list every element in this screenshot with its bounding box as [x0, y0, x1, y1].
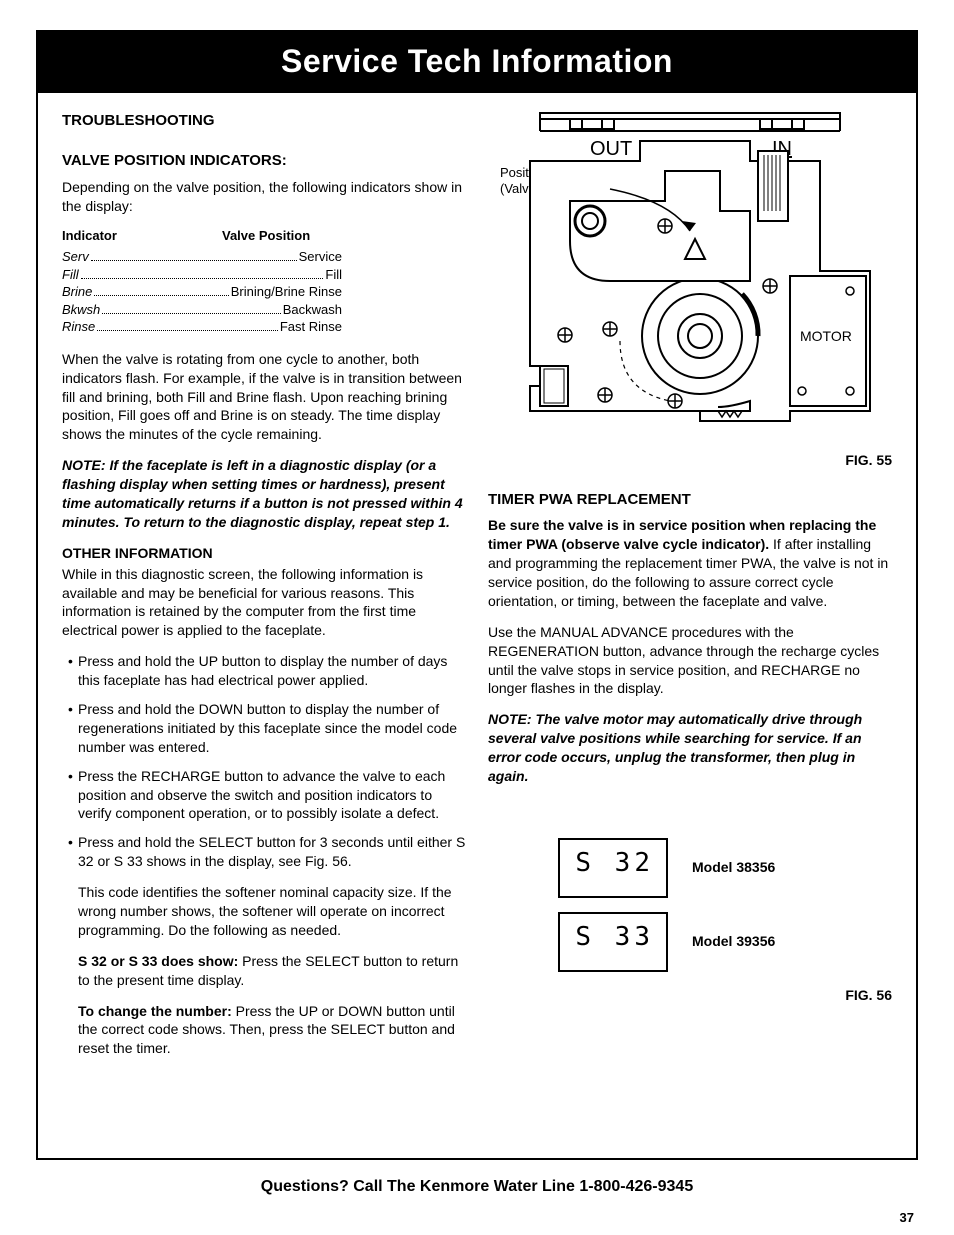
list-item: Press and hold the SELECT button for 3 s… [68, 833, 466, 871]
position-label: Service [299, 248, 342, 266]
model-label: Model 38356 [692, 858, 775, 877]
leader-dots [94, 284, 228, 296]
valve-intro: Depending on the valve position, the fol… [62, 178, 466, 216]
out-label-text: OUT [590, 138, 632, 160]
leader-dots [97, 320, 278, 332]
indicator-label: Brine [62, 283, 92, 301]
model-label: Model 39356 [692, 932, 775, 951]
indicator-label: Serv [62, 248, 89, 266]
code-paragraph: This code identifies the softener nomina… [78, 883, 466, 940]
other-info-intro: While in this diagnostic screen, the fol… [62, 565, 466, 641]
lcd-code: S 33 [575, 922, 654, 952]
table-head-position: Valve Position [222, 227, 310, 245]
show-code-paragraph: S 32 or S 33 does show: Press the SELECT… [78, 952, 466, 990]
table-row: Fill Fill [62, 266, 342, 284]
troubleshooting-heading: TROUBLESHOOTING [62, 111, 466, 131]
left-column: TROUBLESHOOTING VALVE POSITION INDICATOR… [62, 111, 466, 1070]
table-row: Bkwsh Backwash [62, 301, 342, 319]
note-valve-motor: NOTE: The valve motor may automatically … [488, 710, 892, 786]
lcd-display: S 32 [558, 838, 668, 898]
indicator-label: Bkwsh [62, 301, 100, 319]
cycle-paragraph: When the valve is rotating from one cycl… [62, 350, 466, 444]
valve-diagram-svg: OUT IN Position markers (Valve in servic… [488, 111, 892, 441]
leader-dots [81, 267, 324, 279]
fig56-caption: FIG. 56 [488, 986, 892, 1005]
position-label: Backwash [283, 301, 342, 319]
list-item: Press the RECHARGE button to advance the… [68, 767, 466, 824]
show-lead: S 32 or S 33 does show: [78, 953, 238, 969]
position-label: Fill [325, 266, 342, 284]
list-item: Press and hold the DOWN button to displa… [68, 700, 466, 757]
table-row: Brine Brining/Brine Rinse [62, 283, 342, 301]
position-label: Fast Rinse [280, 318, 342, 336]
lcd-code: S 32 [575, 848, 654, 878]
bullet-list: Press and hold the UP button to display … [62, 652, 466, 871]
leader-dots [102, 302, 280, 314]
indicator-label: Fill [62, 266, 79, 284]
timer-para2: Use the MANUAL ADVANCE procedures with t… [488, 623, 892, 699]
change-number-paragraph: To change the number: Press the UP or DO… [78, 1002, 466, 1059]
figure-55: OUT IN Position markers (Valve in servic… [488, 111, 892, 441]
timer-para1: Be sure the valve is in service position… [488, 516, 892, 610]
valve-heading: VALVE POSITION INDICATORS: [62, 151, 466, 171]
footer-text: Questions? Call The Kenmore Water Line 1… [36, 1176, 918, 1198]
note-diagnostic: NOTE: If the faceplate is left in a diag… [62, 456, 466, 532]
table-row: Serv Service [62, 248, 342, 266]
display-row-2: S 33 Model 39356 [558, 912, 892, 972]
indicator-label: Rinse [62, 318, 95, 336]
table-row: Rinse Fast Rinse [62, 318, 342, 336]
banner-title: Service Tech Information [38, 32, 916, 93]
display-row-1: S 32 Model 38356 [558, 838, 892, 898]
motor-label-text: MOTOR [800, 328, 852, 344]
indicator-table: Indicator Valve Position Serv Service Fi… [62, 227, 466, 335]
table-head-indicator: Indicator [62, 227, 222, 245]
other-info-heading: OTHER INFORMATION [62, 544, 466, 563]
position-label: Brining/Brine Rinse [231, 283, 342, 301]
leader-dots [91, 249, 297, 261]
lcd-display: S 33 [558, 912, 668, 972]
change-lead: To change the number: [78, 1003, 232, 1019]
list-item: Press and hold the UP button to display … [68, 652, 466, 690]
page-frame: Service Tech Information TROUBLESHOOTING… [36, 30, 918, 1160]
fig55-caption: FIG. 55 [488, 451, 892, 470]
page-number: 37 [900, 1209, 914, 1227]
right-column: OUT IN Position markers (Valve in servic… [488, 111, 892, 1070]
timer-heading: TIMER PWA REPLACEMENT [488, 490, 892, 510]
